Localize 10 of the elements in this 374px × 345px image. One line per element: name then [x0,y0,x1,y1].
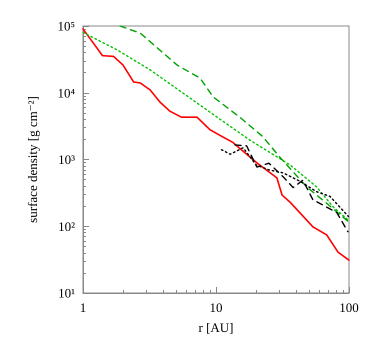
y-tick-label: 10⁴ [57,85,76,100]
y-tick-label: 10¹ [58,286,76,300]
x-tick-label: 100 [339,300,359,315]
y-tick-label: 10³ [58,152,76,167]
y-axis-title: surface density [g cm⁻²] [25,96,40,223]
x-tick-label: 10 [210,300,222,315]
y-tick-label: 10⁵ [57,18,75,34]
x-axis-title: r [AU] [198,320,234,335]
x-tick-label: 1 [80,300,86,315]
y-tick-label: 10² [58,218,76,234]
